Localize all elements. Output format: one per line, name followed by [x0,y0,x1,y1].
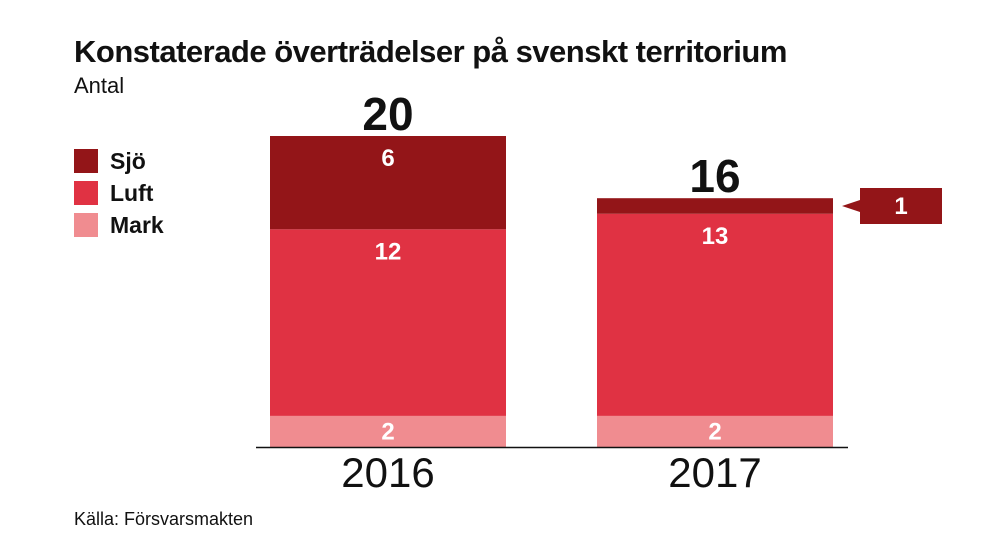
legend-label-luft: Luft [110,179,154,206]
data-label-2016-luft: 12 [375,238,402,265]
data-label-2016-mark: 2 [381,418,394,445]
legend-item-sjo: Sjö [74,145,164,177]
source-note: Källa: Försvarsmakten [74,509,254,529]
legend-swatch-sjo [74,149,98,173]
callout-box-2017 [842,187,942,224]
legend: Sjö Luft Mark [74,145,164,241]
legend-label-mark: Mark [110,211,164,238]
data-label-2017-mark: 2 [708,418,721,445]
chart-title: Konstaterade överträdelser på svenskt te… [74,34,787,69]
legend-swatch-mark [74,213,98,237]
legend-item-luft: Luft [74,177,164,209]
callout-label-2017: 1 [894,193,907,220]
chart-subtitle: Antal [74,73,125,98]
bar-segment-2016-luft [270,229,506,416]
legend-item-mark: Mark [74,209,164,241]
total-label-2016: 20 [362,88,413,140]
bar-segment-2016-mark [270,415,506,447]
bar-segment-2016-sjo [270,136,506,230]
bar-segment-2017-sjo [597,198,833,214]
bar-segment-2017-luft [597,213,833,416]
data-label-2016-sjo: 6 [381,145,394,172]
legend-label-sjo: Sjö [110,147,146,174]
legend-swatch-luft [74,181,98,205]
total-label-2017: 16 [689,150,740,202]
x-tick-label-2016: 2016 [341,449,434,496]
bar-segment-2017-mark [597,415,833,447]
x-tick-label-2017: 2017 [668,449,761,496]
data-label-2017-luft: 13 [702,223,729,250]
